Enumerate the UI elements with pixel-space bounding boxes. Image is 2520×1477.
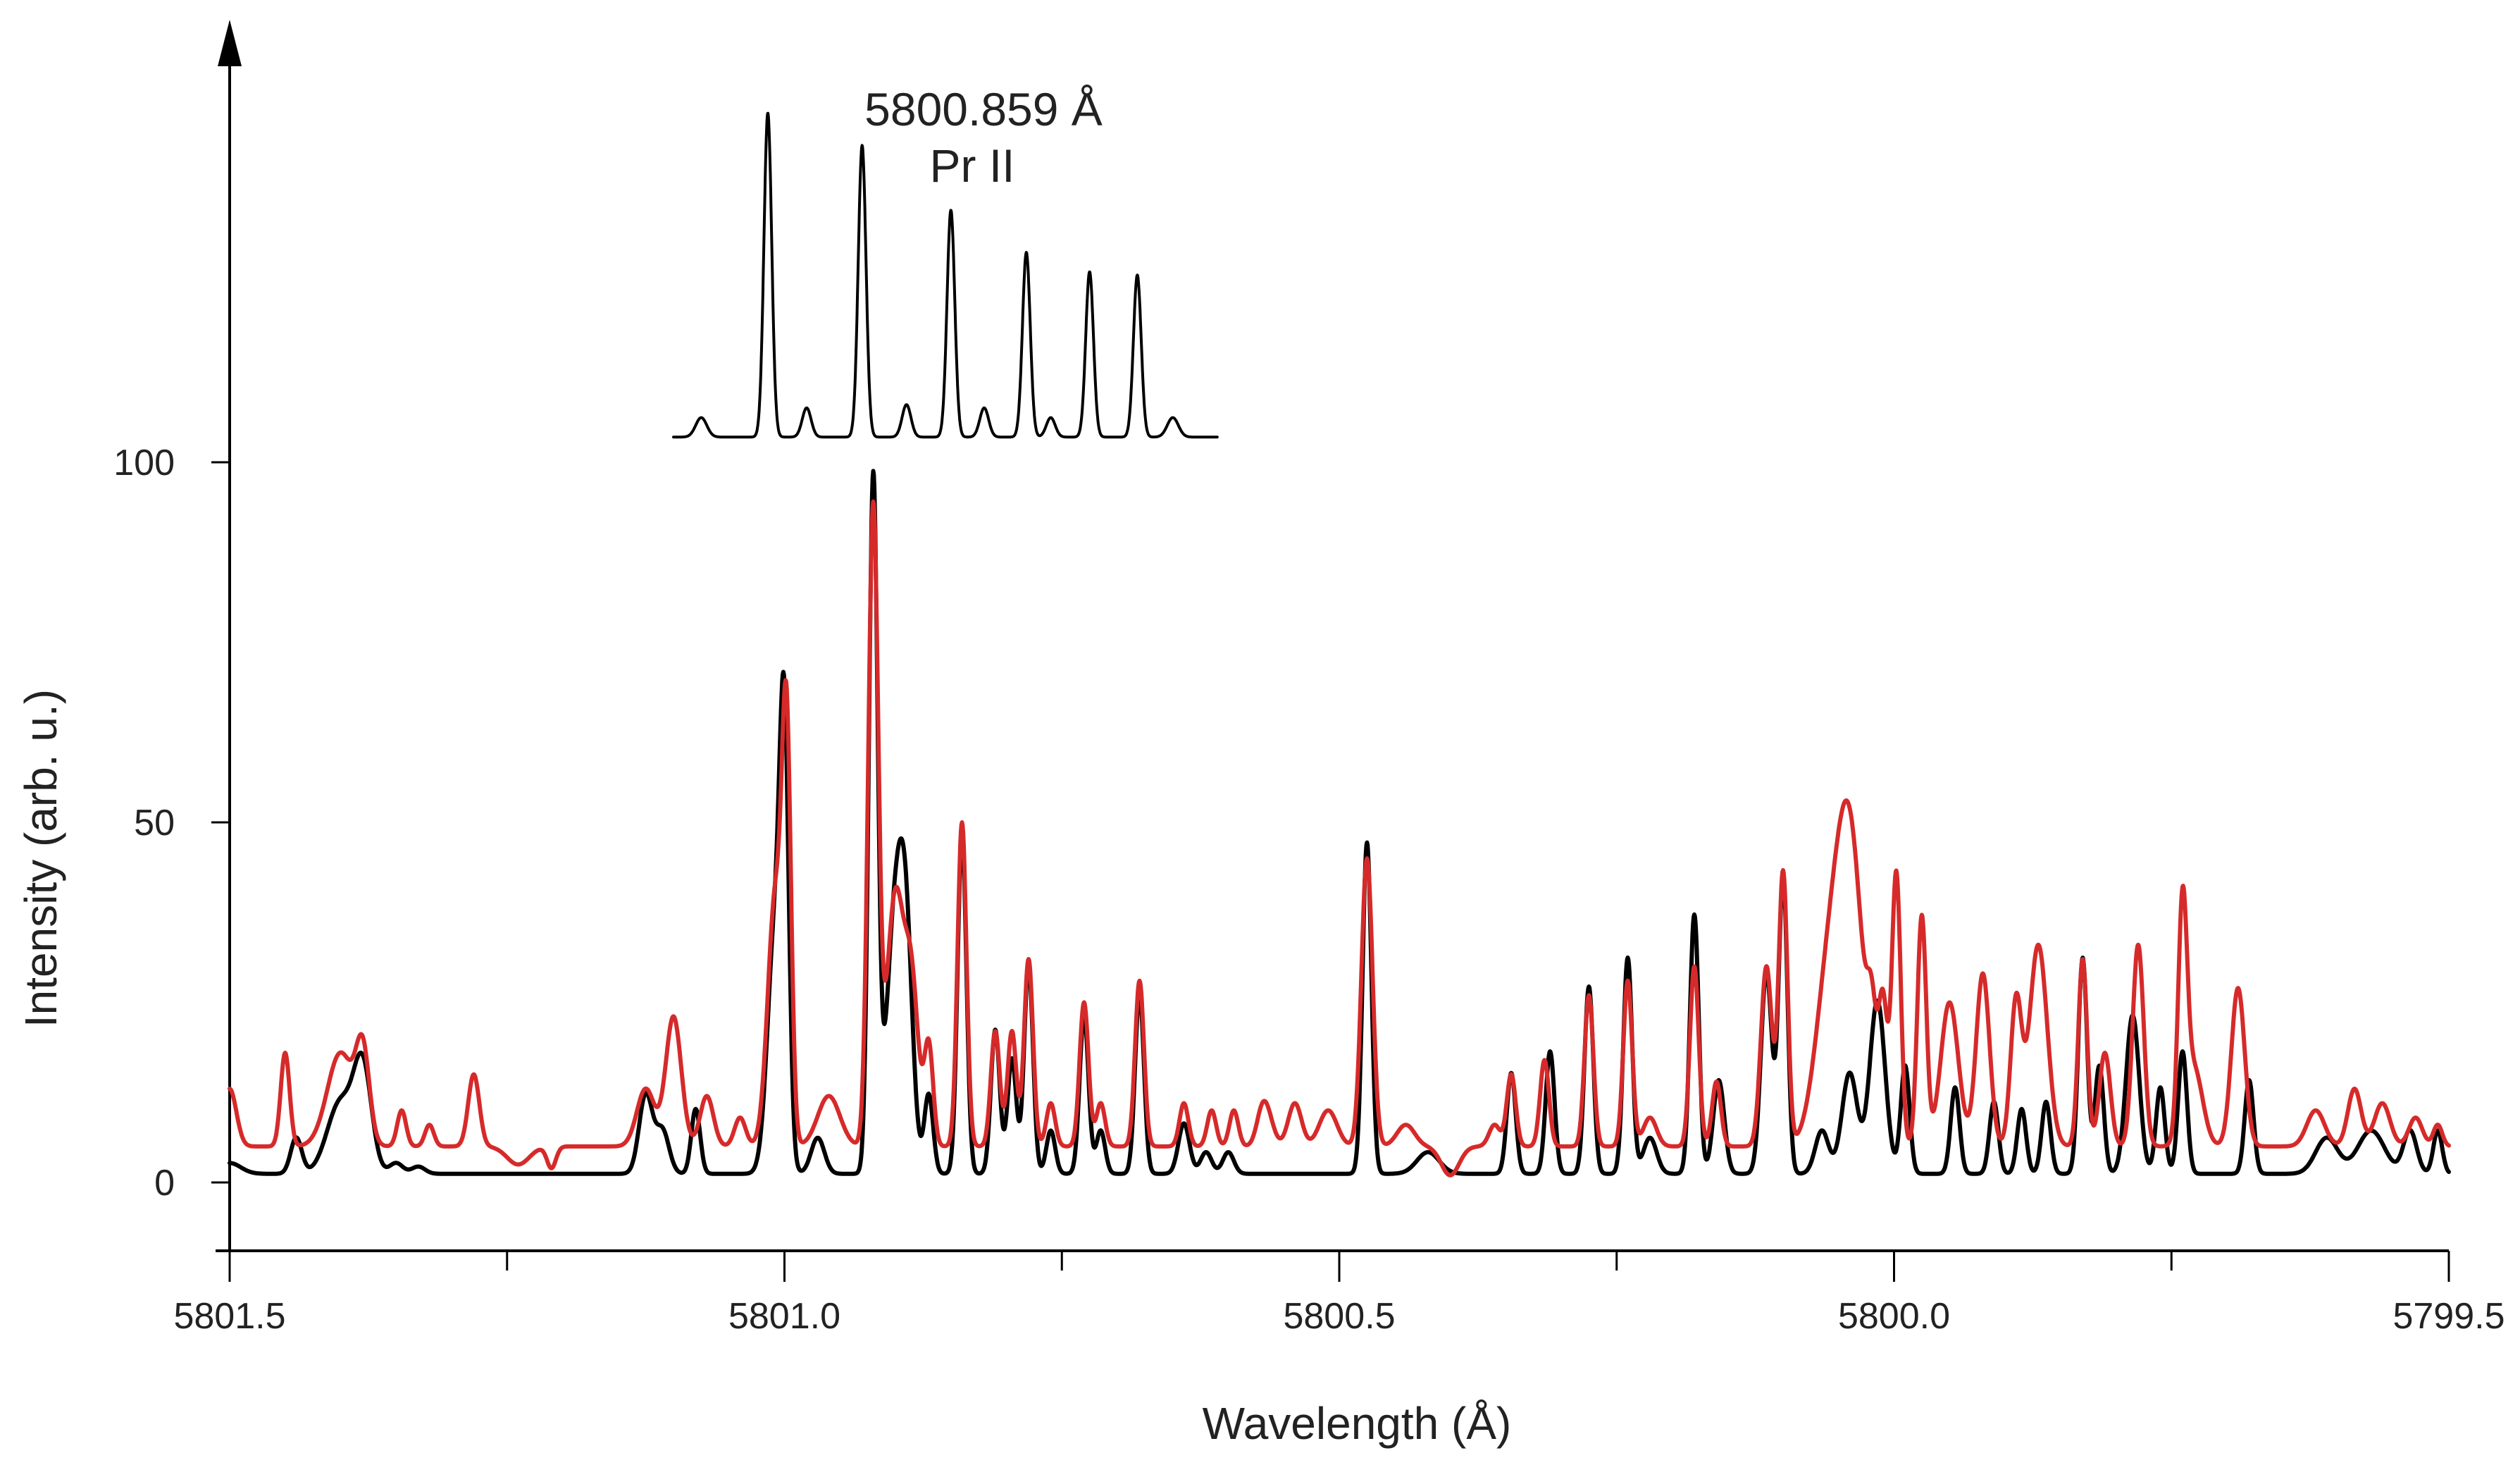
y-axis-arrow-icon (218, 20, 242, 66)
y-tick-label: 100 (113, 443, 175, 483)
y-tick-label: 0 (154, 1163, 175, 1204)
x-axis-title: Wavelength (Å) (1203, 1398, 1512, 1449)
red-spectrum-line (228, 499, 2451, 1178)
x-tick-label: 5801.0 (728, 1296, 840, 1337)
axes: 5801.5 5801.0 5800.5 5800.0 5799.5 0 50 100 (113, 20, 2505, 1337)
annotation-ion: Pr II (929, 140, 1014, 192)
x-tick-label: 5801.5 (173, 1296, 285, 1337)
annotation-wavelength: 5800.859 Å (864, 83, 1103, 135)
inset-group (672, 111, 1219, 439)
x-tick-label: 5800.5 (1283, 1296, 1395, 1337)
inset-pattern-line (672, 111, 1219, 439)
y-tick-label: 50 (134, 803, 175, 843)
y-axis-ticks: 0 50 100 (113, 443, 230, 1204)
x-tick-label: 5799.5 (2392, 1296, 2505, 1337)
x-tick-label: 5800.0 (1838, 1296, 1950, 1337)
series-group (228, 469, 2451, 1178)
x-axis-ticks: 5801.5 5801.0 5800.5 5800.0 5799.5 (173, 1251, 2505, 1337)
y-axis-title: Intensity (arb. u.) (15, 689, 66, 1027)
